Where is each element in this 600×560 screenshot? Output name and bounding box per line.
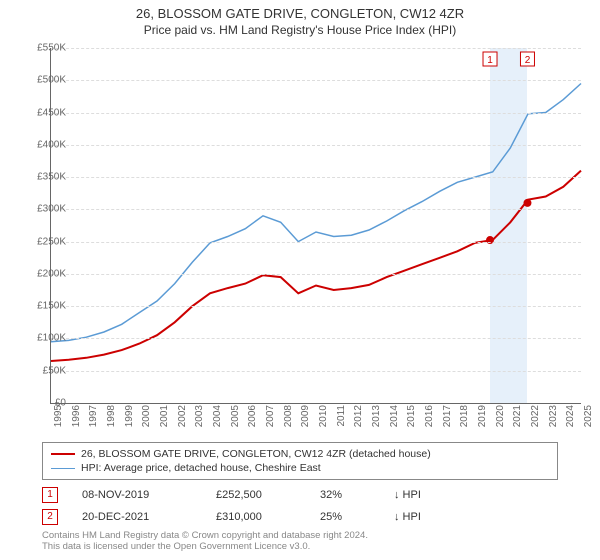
x-axis-label: 1996 (71, 405, 82, 435)
x-axis-label: 2014 (389, 405, 400, 435)
sale-date: 20-DEC-2021 (82, 511, 192, 523)
sale-marker-number: 2 (525, 55, 531, 66)
y-axis-label: £500K (26, 75, 66, 86)
legend-label-hpi: HPI: Average price, detached house, Ches… (81, 462, 321, 474)
x-axis-label: 1999 (124, 405, 135, 435)
sale-arrow-icon: ↓ HPI (394, 511, 421, 523)
sale-pct: 25% (320, 511, 370, 523)
legend-swatch-property (51, 453, 75, 455)
gridline-h (51, 177, 581, 178)
x-axis-label: 2017 (442, 405, 453, 435)
legend-swatch-hpi (51, 468, 75, 469)
x-axis-label: 2023 (548, 405, 559, 435)
y-axis-label: £200K (26, 268, 66, 279)
gridline-h (51, 306, 581, 307)
gridline-h (51, 209, 581, 210)
x-axis-label: 2018 (459, 405, 470, 435)
x-axis-label: 2003 (194, 405, 205, 435)
y-axis-label: £100K (26, 333, 66, 344)
legend-row-property: 26, BLOSSOM GATE DRIVE, CONGLETON, CW12 … (51, 447, 549, 461)
chart-plot-area: 12 (50, 48, 581, 404)
x-axis-label: 2002 (177, 405, 188, 435)
x-axis-label: 1997 (88, 405, 99, 435)
x-axis-label: 2025 (583, 405, 594, 435)
gridline-h (51, 338, 581, 339)
x-axis-label: 2007 (265, 405, 276, 435)
sales-table: 1 08-NOV-2019 £252,500 32% ↓ HPI 2 20-DEC-2021… (42, 484, 421, 528)
x-axis-label: 2006 (247, 405, 258, 435)
gridline-h (51, 80, 581, 81)
chart-container: 26, BLOSSOM GATE DRIVE, CONGLETON, CW12 … (0, 0, 600, 560)
x-axis-label: 1995 (53, 405, 64, 435)
y-axis-label: £350K (26, 172, 66, 183)
y-axis-label: £550K (26, 43, 66, 54)
y-axis-label: £400K (26, 139, 66, 150)
x-axis-label: 2004 (212, 405, 223, 435)
gridline-h (51, 242, 581, 243)
sale-marker-dot (486, 236, 494, 244)
x-axis-label: 2009 (300, 405, 311, 435)
y-axis-label: £50K (26, 365, 66, 376)
x-axis-label: 2008 (283, 405, 294, 435)
y-axis-label: £300K (26, 204, 66, 215)
sale-pct: 32% (320, 489, 370, 501)
sale-marker-ref: 1 (42, 487, 58, 503)
x-axis-label: 2019 (477, 405, 488, 435)
x-axis-label: 2000 (141, 405, 152, 435)
x-axis-label: 2012 (353, 405, 364, 435)
x-axis-label: 2005 (230, 405, 241, 435)
gridline-h (51, 113, 581, 114)
gridline-h (51, 48, 581, 49)
sale-price: £310,000 (216, 511, 296, 523)
x-axis-label: 2021 (512, 405, 523, 435)
x-axis-label: 2010 (318, 405, 329, 435)
chart-svg: 12 (51, 48, 581, 403)
footer-attribution: Contains HM Land Registry data © Crown c… (42, 530, 368, 553)
x-axis-label: 2022 (530, 405, 541, 435)
legend-label-property: 26, BLOSSOM GATE DRIVE, CONGLETON, CW12 … (81, 448, 431, 460)
gridline-h (51, 371, 581, 372)
x-axis-label: 1998 (106, 405, 117, 435)
x-axis-label: 2013 (371, 405, 382, 435)
x-axis-label: 2024 (565, 405, 576, 435)
gridline-h (51, 145, 581, 146)
y-axis-label: £450K (26, 107, 66, 118)
y-axis-label: £150K (26, 301, 66, 312)
sale-row: 2 20-DEC-2021 £310,000 25% ↓ HPI (42, 506, 421, 528)
sale-price: £252,500 (216, 489, 296, 501)
sale-marker-number: 1 (487, 55, 493, 66)
title-address: 26, BLOSSOM GATE DRIVE, CONGLETON, CW12 … (0, 6, 600, 21)
footer-line1: Contains HM Land Registry data © Crown c… (42, 530, 368, 541)
y-axis-label: £250K (26, 236, 66, 247)
sale-row: 1 08-NOV-2019 £252,500 32% ↓ HPI (42, 484, 421, 506)
title-area: 26, BLOSSOM GATE DRIVE, CONGLETON, CW12 … (0, 0, 600, 37)
sale-marker-dot (523, 199, 531, 207)
x-axis-label: 2001 (159, 405, 170, 435)
sale-date: 08-NOV-2019 (82, 489, 192, 501)
gridline-h (51, 274, 581, 275)
x-axis-label: 2016 (424, 405, 435, 435)
x-axis-label: 2011 (336, 405, 347, 435)
sale-marker-ref: 2 (42, 509, 58, 525)
x-axis-label: 2015 (406, 405, 417, 435)
series-line-hpi_index (51, 84, 581, 342)
legend-row-hpi: HPI: Average price, detached house, Ches… (51, 461, 549, 475)
series-line-property_price (51, 171, 581, 361)
sale-arrow-icon: ↓ HPI (394, 489, 421, 501)
title-subtitle: Price paid vs. HM Land Registry's House … (0, 23, 600, 37)
footer-line2: This data is licensed under the Open Gov… (42, 541, 368, 552)
x-axis-label: 2020 (495, 405, 506, 435)
legend-box: 26, BLOSSOM GATE DRIVE, CONGLETON, CW12 … (42, 442, 558, 480)
